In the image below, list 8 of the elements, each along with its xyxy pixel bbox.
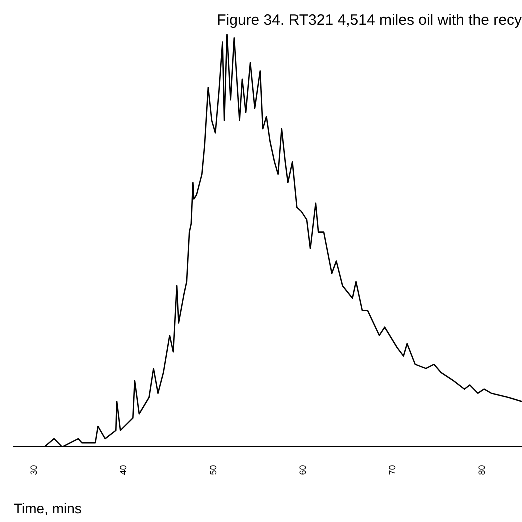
x-tick-label: 50 (208, 465, 218, 476)
x-tick-label: 70 (387, 465, 398, 476)
x-axis-title: Time, mins (14, 500, 82, 516)
x-tick-label: 30 (29, 465, 40, 476)
chart-title: Figure 34. RT321 4,514 miles oil with the recy (217, 12, 522, 30)
x-tick-label: 60 (298, 465, 308, 476)
x-tick-label: 40 (118, 465, 129, 476)
x-tick-label: 80 (477, 465, 488, 476)
